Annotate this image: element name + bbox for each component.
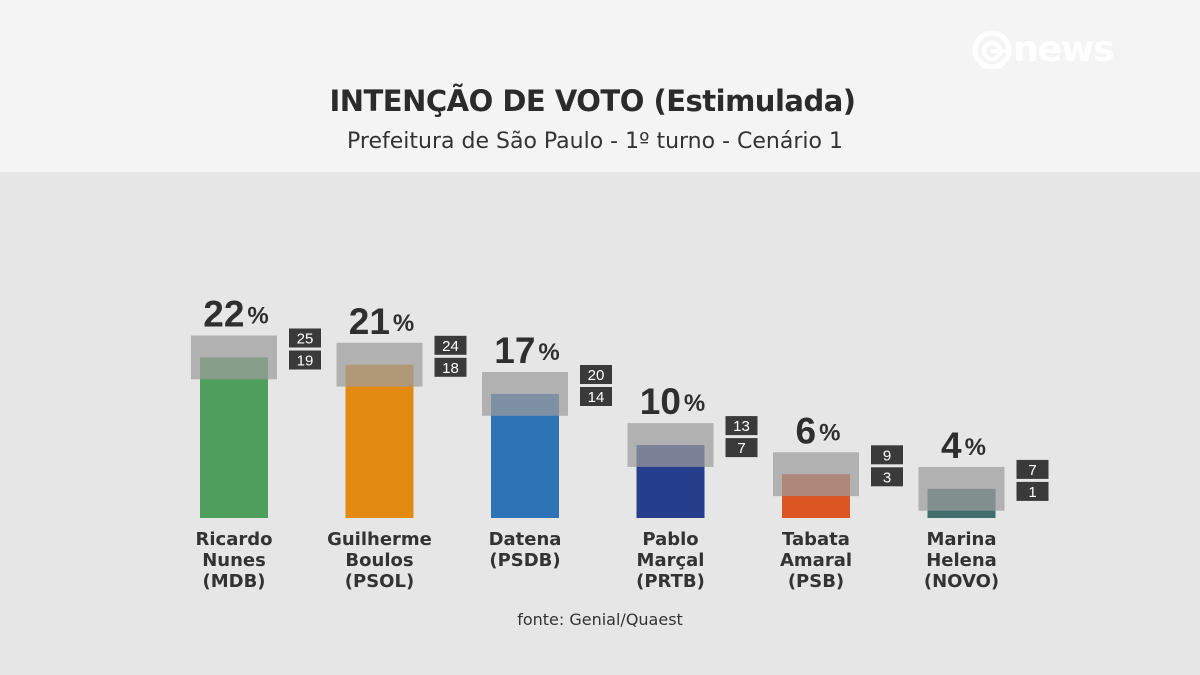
- globo-logo-icon: [972, 30, 1012, 70]
- candidate-label-line: Nunes: [202, 550, 266, 571]
- candidate-label-line: (PRTB): [636, 571, 705, 592]
- header-panel: news INTENÇÃO DE VOTO (Estimulada) Prefe…: [0, 0, 1200, 172]
- value-number: 22: [203, 294, 244, 335]
- range-band: [482, 372, 568, 416]
- candidate-label: Ricardo Nunes (MDB): [159, 529, 309, 592]
- lower-bound-value: 7: [737, 440, 745, 457]
- chart-subtitle: Prefeitura de São Paulo - 1º turno - Cen…: [347, 129, 843, 154]
- candidate-label: Datena (PSDB): [450, 529, 600, 571]
- percent-sign: %: [538, 339, 559, 366]
- source-note: fonte: Genial/Quaest: [517, 610, 683, 629]
- lower-bound-badge: [1016, 481, 1049, 501]
- candidate-label-line: Guilherme: [327, 529, 432, 550]
- logo-text: news: [1013, 29, 1115, 70]
- upper-bound-value: 20: [588, 367, 605, 384]
- lower-bound-value: 14: [588, 389, 605, 406]
- lower-bound-badge: [580, 387, 612, 406]
- candidate-label-line: Marçal: [636, 550, 705, 571]
- candidate-label: Pablo Marçal (PRTB): [596, 529, 746, 592]
- upper-bound-value: 13: [733, 418, 750, 435]
- value-number: 17: [494, 330, 535, 371]
- lower-bound-value: 19: [297, 353, 314, 370]
- lower-bound-badge: [434, 357, 467, 377]
- chart-title: INTENÇÃO DE VOTO (Estimulada): [329, 84, 856, 118]
- upper-bound-badge: [871, 445, 903, 465]
- range-band: [191, 335, 277, 380]
- upper-bound-badge: [434, 335, 467, 355]
- candidate-label-line: Amaral: [779, 550, 853, 571]
- value-label: 10%: [640, 381, 706, 422]
- upper-bound-value: 7: [1028, 462, 1036, 479]
- range-band: [627, 423, 714, 467]
- candidate-label-line: Marina: [926, 529, 997, 550]
- lower-bound-badge: [871, 467, 903, 487]
- candidate-label-line: Ricardo: [195, 529, 273, 550]
- lower-bound-badge: [289, 350, 321, 370]
- value-label: 6%: [796, 410, 841, 451]
- lower-bound-value: 18: [442, 360, 459, 377]
- value-number: 6: [796, 410, 817, 451]
- range-band: [773, 452, 859, 497]
- candidate-label-line: (PSDB): [489, 550, 561, 571]
- candidate-label-line: Helena: [926, 550, 997, 571]
- globonews-logo: news: [972, 29, 1115, 70]
- bar-chart: 22 % 25 19 21 % 24 18 17 % 20 14 10 % 13 7 6 % 9 3 4 % 7 1: [191, 294, 1049, 518]
- candidate-label-line: (MDB): [202, 571, 266, 592]
- upper-bound-value: 25: [297, 331, 314, 348]
- candidate-label-line: (PSOL): [344, 571, 415, 592]
- percent-sign: %: [247, 303, 268, 330]
- upper-bound-value: 9: [883, 447, 891, 464]
- candidate-label-line: Tabata: [782, 529, 850, 550]
- upper-bound-badge: [289, 328, 321, 348]
- candidate-label: Guilherme Boulos (PSOL): [305, 529, 455, 592]
- bar: [345, 364, 414, 518]
- percent-sign: %: [684, 390, 705, 417]
- candidate-label-line: Pablo: [642, 529, 699, 550]
- percent-sign: %: [819, 419, 840, 446]
- value-number: 10: [640, 381, 681, 422]
- range-band: [918, 466, 1005, 511]
- candidate-label-line: (PSB): [787, 571, 845, 592]
- upper-bound-value: 24: [442, 338, 459, 355]
- bar: [200, 357, 268, 518]
- candidate-label-line: Datena: [488, 529, 562, 550]
- value-number: 21: [349, 301, 390, 342]
- candidate-label: Tabata Amaral (PSB): [741, 529, 891, 592]
- value-label: 22%: [203, 294, 269, 335]
- upper-bound-badge: [1016, 459, 1049, 479]
- candidate-label-line: Boulos: [345, 550, 414, 571]
- upper-bound-badge: [580, 365, 612, 384]
- candidate-label: Marina Helena (NOVO): [887, 529, 1037, 592]
- upper-bound-badge: [725, 416, 758, 436]
- lower-bound-value: 1: [1028, 484, 1036, 501]
- value-label: 21%: [349, 301, 415, 342]
- percent-sign: %: [393, 310, 414, 337]
- percent-sign: %: [965, 434, 986, 461]
- range-band: [336, 342, 423, 387]
- value-label: 4%: [941, 425, 986, 466]
- value-number: 4: [941, 425, 962, 466]
- lower-bound-badge: [725, 438, 758, 458]
- lower-bound-value: 3: [883, 469, 891, 486]
- plot-area: 22% 25 19 21% 24 18 17% 20 14 10% 13 7 6% 9 3 4% 7 1 Rica…: [0, 172, 1200, 675]
- value-label: 17%: [494, 330, 560, 371]
- candidate-label-line: (NOVO): [923, 571, 1000, 592]
